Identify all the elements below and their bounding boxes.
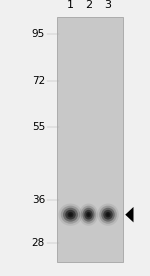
Ellipse shape	[79, 204, 98, 226]
Polygon shape	[125, 207, 134, 222]
Text: 36: 36	[32, 195, 45, 205]
Ellipse shape	[87, 213, 90, 216]
Text: 1: 1	[67, 0, 74, 10]
Ellipse shape	[65, 210, 76, 219]
Ellipse shape	[99, 206, 117, 224]
Text: 95: 95	[32, 29, 45, 39]
Ellipse shape	[84, 210, 93, 219]
Ellipse shape	[107, 213, 109, 216]
Ellipse shape	[86, 212, 91, 217]
Ellipse shape	[61, 206, 80, 224]
Ellipse shape	[101, 208, 115, 222]
Text: 2: 2	[85, 0, 92, 10]
Text: 3: 3	[105, 0, 111, 10]
Text: 72: 72	[32, 76, 45, 86]
Ellipse shape	[97, 204, 119, 226]
Bar	[57, 17, 123, 262]
Ellipse shape	[105, 212, 111, 217]
Text: 55: 55	[32, 122, 45, 132]
Ellipse shape	[82, 208, 94, 222]
Ellipse shape	[63, 208, 78, 222]
Ellipse shape	[69, 213, 72, 216]
Text: 28: 28	[32, 238, 45, 248]
Ellipse shape	[81, 206, 96, 224]
Ellipse shape	[68, 212, 74, 217]
Ellipse shape	[103, 210, 113, 219]
Ellipse shape	[58, 204, 82, 226]
